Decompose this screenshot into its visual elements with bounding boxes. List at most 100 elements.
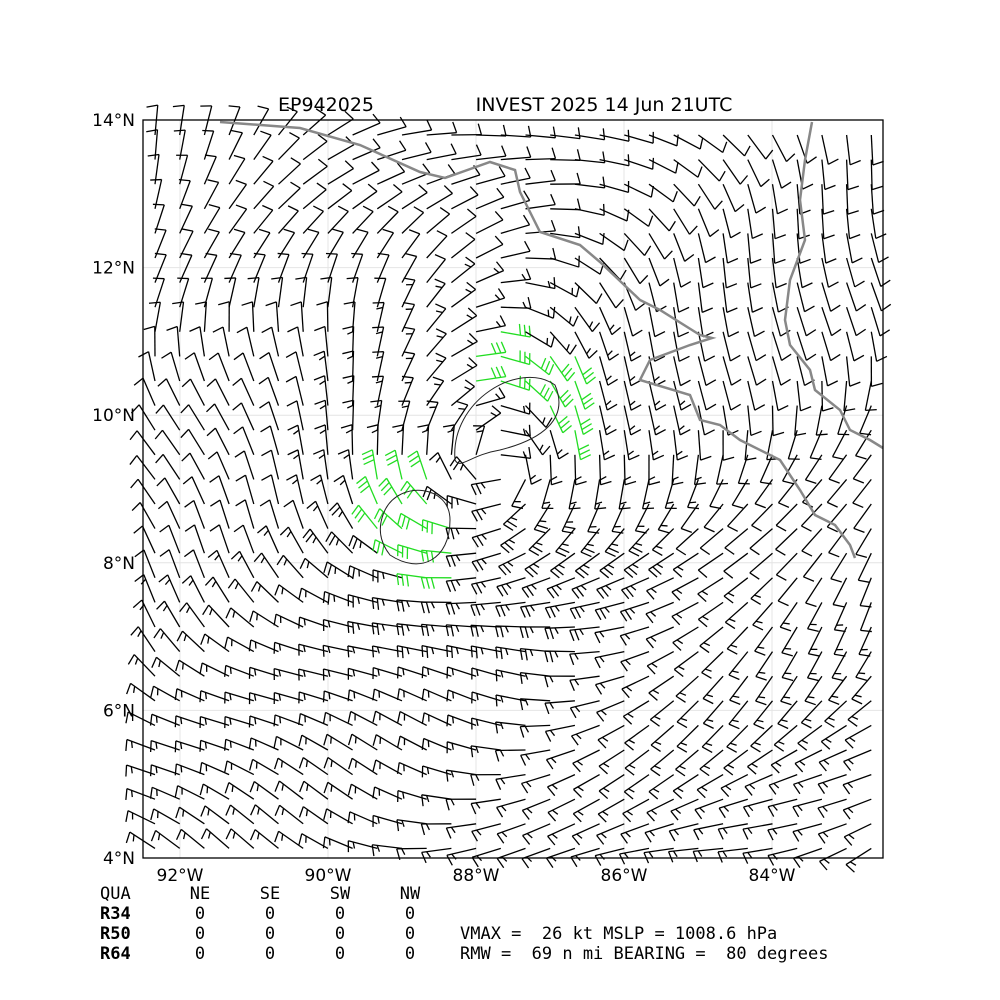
barb-feather (500, 544, 510, 554)
barb-feather (852, 502, 864, 509)
barb-feather (596, 711, 605, 722)
barb-feather (312, 449, 324, 455)
barb-feather (207, 179, 219, 184)
barb-feather (654, 355, 666, 362)
barb-feather (125, 765, 128, 777)
barb-feather (396, 762, 400, 774)
barb-feather (848, 834, 855, 840)
barb-feather (559, 389, 569, 399)
barb-shaft (244, 499, 255, 529)
barb-shaft (278, 137, 300, 161)
barb-feather (132, 599, 143, 609)
barb-feather (180, 428, 190, 439)
barb-feather (531, 478, 542, 485)
barb-feather (214, 554, 220, 561)
barb-feather (281, 783, 284, 791)
barb-feather (550, 169, 556, 181)
barb-feather (828, 478, 840, 484)
barb-shaft (327, 118, 354, 136)
barb-shaft (216, 451, 230, 480)
barb-shaft (722, 380, 732, 411)
barb-feather (654, 425, 661, 431)
barb-feather (156, 600, 165, 610)
barb-feather (376, 845, 381, 852)
barb-feather (150, 808, 155, 821)
barb-feather (352, 669, 356, 677)
barb-feather (129, 455, 138, 465)
barb-feather (652, 549, 663, 557)
barb-feather (494, 235, 504, 245)
barb-feather (377, 668, 380, 676)
barb-shaft (253, 185, 275, 210)
barb-feather (739, 175, 749, 185)
barb-feather (772, 828, 778, 835)
barb-feather (312, 536, 317, 544)
barb-shaft (401, 424, 405, 455)
barb-feather (598, 790, 609, 800)
barb-feather (387, 459, 398, 466)
barb-feather (323, 808, 328, 820)
barb-feather (439, 207, 450, 215)
barb-feather (505, 648, 509, 656)
barb-feather (287, 205, 299, 212)
barb-feather (450, 143, 457, 155)
barb-feather (322, 591, 326, 603)
barb-shaft (821, 184, 824, 215)
barb-feather (730, 644, 738, 648)
barb-feather (521, 809, 530, 820)
barb-feather (544, 607, 551, 619)
barb-feather (635, 302, 646, 311)
barb-feather (747, 852, 753, 859)
barb-feather (248, 639, 252, 652)
barb-feather (797, 742, 808, 751)
barb-feather (148, 301, 161, 304)
barb-feather (347, 645, 350, 658)
barb-feather (677, 455, 689, 461)
barb-feather (376, 598, 380, 610)
barb-shaft (870, 233, 880, 263)
barb-shaft (451, 288, 476, 308)
barb-feather (150, 830, 157, 842)
barb-shaft (722, 159, 741, 185)
barb-feather (153, 628, 161, 639)
barb-shaft (664, 479, 675, 509)
barb-shaft (269, 499, 280, 529)
barb-shaft (697, 356, 707, 386)
barb-feather (564, 398, 574, 408)
barb-feather (155, 404, 164, 414)
row-label: R50 (100, 924, 131, 944)
barb-shaft (189, 452, 205, 480)
barb-shaft (426, 153, 457, 161)
barb-feather (576, 172, 581, 185)
barb-feather (130, 790, 133, 798)
barb-feather (396, 599, 400, 612)
barb-shaft (302, 210, 324, 234)
barb-shaft (295, 474, 304, 505)
barb-feather (801, 550, 813, 557)
barb-feather (276, 554, 284, 566)
barb-feather (671, 481, 684, 486)
barb-shaft (300, 301, 304, 332)
barb-feather (650, 588, 657, 594)
barb-feather (542, 445, 551, 456)
barb-feather (233, 228, 246, 234)
barb-shaft (870, 257, 882, 287)
barb-shaft (275, 301, 280, 332)
barb-feather (678, 665, 685, 671)
barb-feather (660, 524, 668, 527)
barb-feather (629, 351, 636, 357)
barb-feather (493, 267, 500, 274)
barb-feather (455, 527, 460, 535)
barb-feather (777, 740, 785, 745)
barb-feather (549, 606, 556, 618)
barb-feather (134, 574, 145, 582)
barb-feather (599, 656, 605, 663)
barb-feather (209, 524, 220, 532)
barb-feather (536, 524, 549, 530)
barb-shaft (525, 257, 556, 260)
barb-shaft (218, 524, 230, 554)
barb-feather (752, 624, 764, 631)
table-cell: 0 (405, 904, 415, 924)
barb-feather (600, 832, 607, 839)
